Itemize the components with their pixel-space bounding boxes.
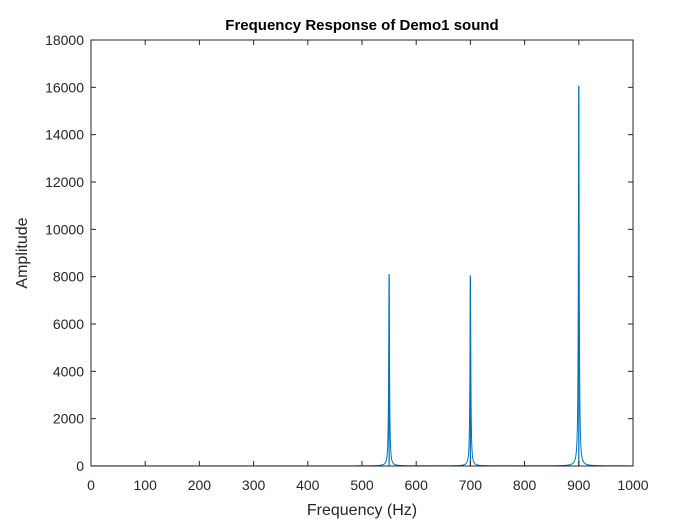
x-tick-label: 1000 — [617, 477, 648, 493]
x-tick-label: 500 — [350, 477, 374, 493]
x-tick-label: 0 — [87, 477, 95, 493]
x-tick-label: 700 — [459, 477, 483, 493]
y-tick-label: 10000 — [45, 221, 84, 237]
plot-area — [91, 40, 633, 466]
x-axis-label: Frequency (Hz) — [307, 502, 417, 519]
y-tick-label: 14000 — [45, 127, 84, 143]
y-axis-label: Amplitude — [14, 217, 31, 288]
x-tick-label: 300 — [242, 477, 266, 493]
chart-title: Frequency Response of Demo1 sound — [225, 17, 498, 34]
y-tick-label: 0 — [76, 458, 84, 474]
x-axis: 0 100 200 300 400 500 600 700 800 900 1000 — [87, 40, 649, 493]
x-tick-label: 200 — [188, 477, 212, 493]
plot-border — [90, 39, 634, 467]
y-tick-label: 6000 — [53, 316, 84, 332]
y-axis: 0 2000 4000 6000 8000 10000 12000 14000 16000 180… — [45, 32, 633, 474]
y-tick-label: 12000 — [45, 174, 84, 190]
x-tick-label: 600 — [405, 477, 429, 493]
y-tick-label: 8000 — [53, 269, 84, 285]
x-tick-label: 100 — [134, 477, 158, 493]
x-tick-label: 900 — [567, 477, 591, 493]
y-tick-label: 4000 — [53, 363, 84, 379]
x-tick-label: 800 — [513, 477, 537, 493]
x-tick-label: 400 — [296, 477, 320, 493]
y-tick-label: 16000 — [45, 79, 84, 95]
y-tick-label: 18000 — [45, 32, 84, 48]
y-tick-label: 2000 — [53, 411, 84, 427]
